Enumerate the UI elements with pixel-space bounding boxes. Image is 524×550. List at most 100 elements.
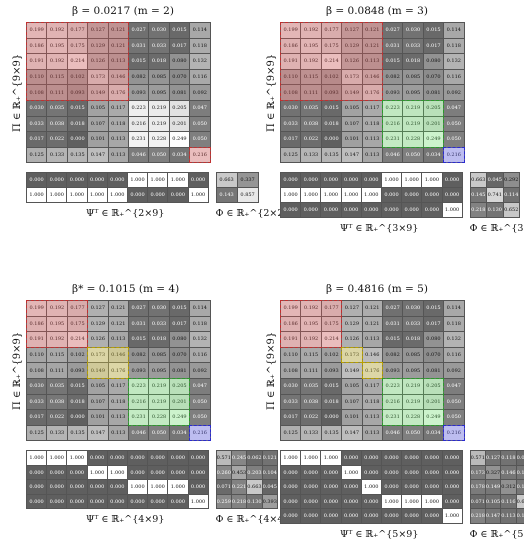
pi-matrix-row: 0.017 0.022 0.000 0.101 0.113 0.231 0.228 0.249… <box>279 409 465 426</box>
pi-matrix-cell: 0.114 <box>443 300 465 317</box>
psi-matrix-cell: 0.000 <box>86 493 108 510</box>
psi-matrix-cell: 0.000 <box>187 464 209 481</box>
psi-matrix-cell: 0.000 <box>147 464 169 481</box>
pi-matrix-cell: 0.116 <box>443 68 465 86</box>
phi-caption: Φ ∈ ℝ₊^{2×2} <box>215 208 290 220</box>
pi-matrix-cell: 0.017 <box>279 409 302 426</box>
pi-matrix-cell: 0.126 <box>341 53 363 70</box>
psi-matrix-cell: 0.000 <box>380 479 403 495</box>
pi-matrix-cell: 0.129 <box>87 315 109 333</box>
pi-matrix-cell: 0.133 <box>46 424 68 442</box>
phi-matrix-cell: 0.337 <box>236 172 259 189</box>
psi-matrix-row: 1.000 1.000 1.000 0.000 0.000 0.000 0.000 0.000… <box>279 450 463 466</box>
pi-matrix-cell: 0.231 <box>381 409 404 426</box>
pi-matrix-cell: 0.133 <box>300 146 322 164</box>
psi-matrix-cell: 0.000 <box>86 450 108 466</box>
psi-matrix-cell: 1.000 <box>380 493 403 510</box>
pi-matrix-cell: 0.035 <box>300 99 322 117</box>
phi-matrix-cell: 0.393 <box>261 493 278 510</box>
psi-matrix-cell: 1.000 <box>106 187 128 204</box>
phi-matrix: 0.663 0.045 0.292 0.145 0.741 0.114 0.218 0.130… <box>469 172 521 219</box>
psi-matrix-cell: 0.000 <box>421 508 443 524</box>
psi-matrix-row: 1.000 1.000 1.000 0.000 0.000 0.000 0.000 0.000… <box>25 450 209 466</box>
phi-matrix-cell: 0.312 <box>500 479 517 495</box>
pi-matrix-cell: 0.114 <box>189 300 211 317</box>
psi-matrix-cell: 0.000 <box>279 493 302 510</box>
pi-matrix-cell: 0.126 <box>87 53 109 70</box>
pi-matrix-cell: 0.085 <box>402 68 424 86</box>
pi-matrix-cell: 0.080 <box>168 331 191 348</box>
psi-matrix-cell: 0.000 <box>300 479 322 495</box>
pi-matrix: 0.199 0.192 0.177 0.127 0.121 0.027 0.030 0.015… <box>25 22 211 164</box>
pi-matrix-cell: 0.018 <box>402 331 424 348</box>
phi-matrix-row: 0.259 0.218 0.130 0.393 <box>215 493 278 510</box>
pi-matrix-cell: 0.046 <box>381 424 404 442</box>
psi-matrix-cell: 0.000 <box>380 187 403 204</box>
pi-matrix-cell: 0.018 <box>66 393 89 411</box>
psi-matrix-cell: 1.000 <box>46 450 68 466</box>
pi-matrix-cell: 0.146 <box>361 346 383 364</box>
pi-matrix-cell: 0.050 <box>402 424 424 442</box>
psi-matrix-cell: 0.000 <box>320 202 342 219</box>
psi-matrix-cell: 0.000 <box>401 508 423 524</box>
psi-matrix-cell: 0.000 <box>279 464 302 481</box>
pi-matrix-cell: 0.147 <box>87 146 109 164</box>
psi-matrix-cell: 0.000 <box>106 172 128 189</box>
psi-matrix-cell: 0.000 <box>360 508 382 524</box>
pi-matrix-cell: 0.047 <box>443 99 465 117</box>
pi-matrix-cell: 0.047 <box>189 377 211 395</box>
pi-matrix: 0.199 0.192 0.177 0.127 0.121 0.027 0.030 0.015… <box>25 300 211 442</box>
pi-matrix-cell: 0.177 <box>320 300 343 317</box>
pi-matrix-row: 0.033 0.038 0.018 0.107 0.118 0.216 0.219 0.201… <box>279 115 465 133</box>
pi-matrix-row: 0.110 0.115 0.102 0.173 0.146 0.082 0.085 0.070… <box>25 346 211 364</box>
phi-matrix-cell: 0.571 <box>469 450 486 466</box>
pi-matrix-cell: 0.173 <box>87 346 109 364</box>
pi-axis-label: Π ∈ ℝ₊^{9×9} <box>266 331 277 410</box>
psi-matrix: 1.000 1.000 1.000 0.000 0.000 0.000 0.000 0.000… <box>25 450 209 510</box>
pi-matrix-cell: 0.121 <box>361 37 383 55</box>
psi-matrix-cell: 0.000 <box>340 202 362 219</box>
pi-matrix-cell: 0.108 <box>25 362 48 379</box>
pi-matrix-cell: 0.050 <box>148 424 170 442</box>
pi-matrix-cell: 0.038 <box>300 393 322 411</box>
pi-matrix-cell: 0.129 <box>87 37 109 55</box>
pi-axis-label: Π ∈ ℝ₊^{9×9} <box>266 53 277 132</box>
pi-matrix-cell: 0.022 <box>46 131 68 148</box>
phi-caption: Φ ∈ ℝ₊^{5×5} <box>469 528 524 540</box>
psi-matrix-cell: 0.000 <box>167 187 189 204</box>
pi-matrix-cell: 0.129 <box>341 315 363 333</box>
pi-matrix-cell: 0.192 <box>46 300 68 317</box>
psi-matrix-cell: 1.000 <box>421 493 443 510</box>
pi-matrix-cell: 0.146 <box>361 68 383 86</box>
phi-matrix-cell: 0.292 <box>502 172 521 189</box>
psi-matrix-cell: 1.000 <box>300 450 322 466</box>
pi-matrix-cell: 0.216 <box>443 424 465 442</box>
pi-matrix-cell: 0.018 <box>320 115 343 133</box>
psi-matrix-cell: 0.000 <box>401 450 423 466</box>
panel-m4: β* = 0.1015 (m = 4) Π ∈ ℝ₊^{9×9} 0.199 0.19… <box>12 283 289 548</box>
pi-matrix-cell: 0.027 <box>381 22 404 39</box>
pi-matrix-cell: 0.219 <box>402 99 424 117</box>
pi-matrix-cell: 0.186 <box>25 37 48 55</box>
pi-matrix-cell: 0.105 <box>341 377 363 395</box>
psi-matrix-cell: 0.000 <box>25 464 48 481</box>
psi-matrix-cell: 0.000 <box>421 450 443 466</box>
panel-m5: β = 0.4816 (m = 5) Π ∈ ℝ₊^{9×9} 0.199 0.192… <box>266 283 524 548</box>
pi-matrix-cell: 0.018 <box>402 53 424 70</box>
pi-matrix-cell: 0.249 <box>168 131 191 148</box>
psi-matrix-cell: 0.000 <box>126 464 149 481</box>
pi-matrix-cell: 0.121 <box>361 22 383 39</box>
psi-matrix-cell: 0.000 <box>360 450 382 466</box>
pi-matrix-cell: 0.111 <box>46 362 68 379</box>
pi-matrix-cell: 0.214 <box>66 331 89 348</box>
pi-matrix-cell: 0.201 <box>422 115 445 133</box>
pi-matrix-cell: 0.191 <box>25 331 48 348</box>
pi-matrix-cell: 0.113 <box>107 53 129 70</box>
pi-matrix-cell: 0.176 <box>107 84 129 101</box>
pi-matrix-cell: 0.018 <box>148 331 170 348</box>
phi-matrix-cell: 0.663 <box>215 172 238 189</box>
phi-matrix-cell: 0.130 <box>246 493 263 510</box>
pi-matrix-cell: 0.108 <box>279 362 302 379</box>
pi-matrix-cell: 0.177 <box>66 300 89 317</box>
